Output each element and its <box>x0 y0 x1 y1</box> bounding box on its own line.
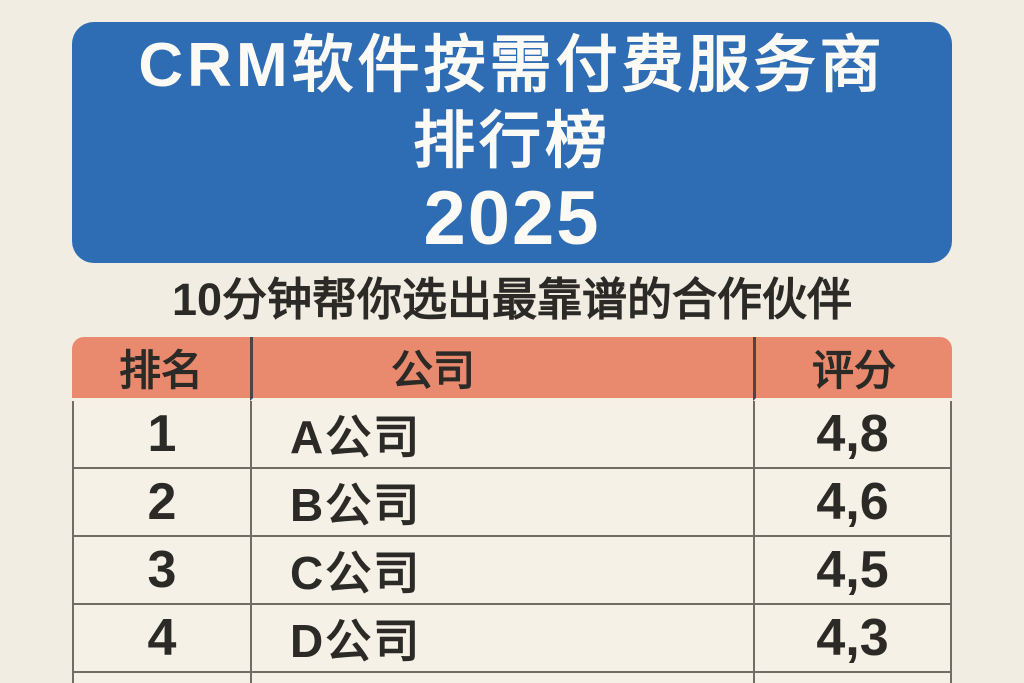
ranking-table: 排名 公司 评分 1 A公司 4,8 2 B公司 4,6 3 C公司 4,5 4… <box>72 337 952 683</box>
table-row: 1 A公司 4,8 <box>72 401 952 469</box>
rating-cell: 4,8 <box>753 401 952 469</box>
table-row: 5 E公司 4,2 <box>72 673 952 683</box>
rating-cell: 4,2 <box>753 673 952 683</box>
rating-cell: 4,6 <box>753 469 952 537</box>
table-row: 2 B公司 4,6 <box>72 469 952 537</box>
company-cell: C公司 <box>250 537 753 605</box>
table-row: 3 C公司 4,5 <box>72 537 952 605</box>
table-row: 4 D公司 4,3 <box>72 605 952 673</box>
rank-cell: 3 <box>72 537 250 605</box>
infographic-page: { "colors": { "page_background": "#F2EDE… <box>0 22 1024 683</box>
banner-title-line-2: 排行榜 <box>412 107 611 176</box>
rank-cell: 5 <box>72 673 250 683</box>
header-banner: CRM软件按需付费服务商 排行榜 2025 <box>72 22 952 263</box>
company-cell: A公司 <box>250 401 753 469</box>
table-header-row: 排名 公司 评分 <box>72 337 952 401</box>
rank-cell: 2 <box>72 469 250 537</box>
header-cell-company: 公司 <box>250 337 753 401</box>
rank-cell: 1 <box>72 401 250 469</box>
header-cell-rank: 排名 <box>72 337 250 401</box>
company-cell: E公司 <box>250 673 753 683</box>
subtitle-text: 10分钟帮你选出最靠谱的合作伙伴 <box>171 274 853 325</box>
company-cell: D公司 <box>250 605 753 673</box>
header-cell-rating: 评分 <box>753 337 952 401</box>
rating-cell: 4,3 <box>753 605 952 673</box>
company-cell: B公司 <box>250 469 753 537</box>
banner-title-line-3: 2025 <box>423 176 601 261</box>
banner-title-line-1: CRM软件按需付费服务商 <box>138 31 886 100</box>
rank-cell: 4 <box>72 605 250 673</box>
rating-cell: 4,5 <box>753 537 952 605</box>
